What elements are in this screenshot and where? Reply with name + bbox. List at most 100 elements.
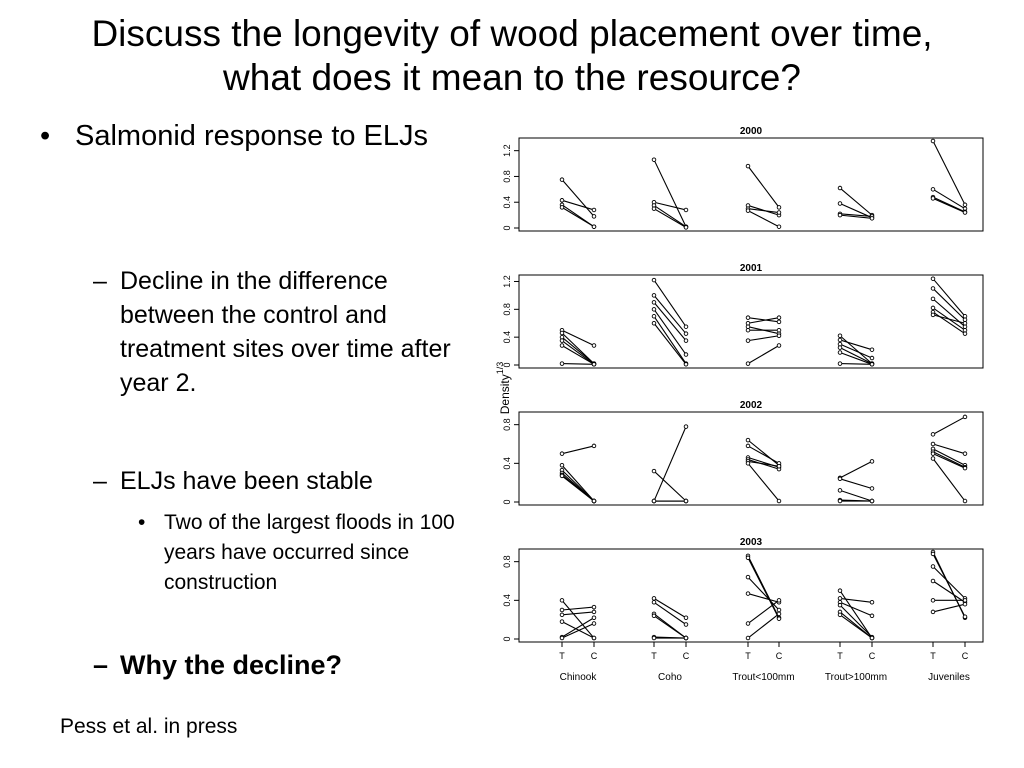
data-point (837, 345, 843, 350)
data-point (683, 352, 689, 357)
series-line (653, 315, 687, 364)
data-point (962, 414, 968, 420)
data-point (745, 208, 751, 213)
data-point (962, 331, 968, 336)
data-point (837, 185, 843, 191)
data-point (776, 205, 782, 210)
data-point (930, 598, 936, 603)
data-point (651, 613, 657, 619)
data-point (930, 187, 936, 192)
series-line (561, 606, 595, 611)
data-point (651, 600, 657, 605)
data-point (683, 331, 689, 336)
series-line (932, 416, 966, 435)
series-line (747, 317, 780, 323)
data-point (962, 451, 968, 456)
x-tick-label: T (837, 651, 843, 661)
y-tick-label: 1.2 (502, 144, 512, 157)
series-line (839, 460, 873, 479)
series-line (932, 197, 966, 214)
panel-title: 2000 (740, 126, 763, 137)
data-point (591, 443, 597, 449)
series-line (561, 599, 595, 639)
y-tick-label: 0.4 (502, 331, 512, 344)
series-line (839, 478, 873, 489)
data-point (683, 424, 689, 429)
series-line (747, 613, 780, 639)
series-line (932, 140, 966, 206)
series-line (653, 309, 687, 355)
group-label: Trout>100mm (825, 672, 887, 683)
data-point (683, 207, 689, 213)
y-tick-label: 0.8 (502, 418, 512, 431)
y-axis-title: Density1/3 (495, 362, 512, 415)
data-point (559, 612, 565, 618)
dash-marker: – (93, 267, 107, 295)
data-point (745, 555, 751, 561)
y-tick-label: 0.4 (502, 594, 512, 607)
data-point (837, 488, 843, 493)
series-line (653, 615, 687, 639)
series-line (932, 443, 966, 455)
y-tick-label: 0 (502, 499, 512, 504)
data-point (651, 320, 657, 326)
data-point (559, 205, 565, 210)
data-point (837, 596, 843, 601)
series-line (561, 329, 595, 347)
data-point (776, 616, 782, 621)
data-point (930, 564, 936, 569)
data-point (962, 465, 968, 471)
data-point (869, 635, 875, 641)
panel-title: 2001 (740, 263, 763, 274)
y-tick-label: 0.4 (502, 457, 512, 470)
series-line (839, 347, 873, 365)
series-line (747, 165, 780, 208)
series-line (747, 208, 780, 214)
data-point (651, 307, 657, 312)
series-line (653, 470, 687, 502)
series-line (561, 179, 595, 217)
data-point (745, 315, 751, 320)
panel-title: 2002 (740, 400, 763, 411)
series-line (653, 601, 687, 625)
y-tick-label: 0.4 (502, 196, 512, 209)
data-point (869, 347, 875, 352)
series-line (561, 345, 595, 365)
bullet-text: Salmonid response to ELJs (75, 120, 429, 152)
sub-bullet-text: Why the decline? (120, 650, 343, 680)
data-point (559, 338, 565, 343)
series-line (653, 279, 687, 328)
series-line (932, 603, 966, 613)
data-point (745, 574, 751, 580)
series-line (561, 206, 595, 228)
series-line (653, 201, 687, 211)
data-point (869, 362, 875, 367)
series-line (561, 621, 595, 639)
data-point (559, 607, 565, 613)
series-line (653, 302, 687, 341)
series-line (839, 335, 873, 365)
dash-marker: – (93, 467, 107, 495)
data-point (962, 614, 968, 620)
data-point (776, 343, 782, 348)
series-line (839, 604, 873, 638)
series-line (747, 345, 780, 365)
data-point (559, 463, 565, 468)
title-line-2: what does it mean to the resource? (223, 57, 801, 98)
data-point (930, 305, 936, 311)
data-point (776, 598, 782, 603)
data-point (962, 320, 968, 326)
data-point (651, 596, 657, 601)
series-line (561, 617, 595, 638)
subsub-bullet-text: Two of the largest floods in 100 years h… (164, 511, 455, 594)
x-tick-label: C (869, 651, 876, 661)
data-point (837, 476, 843, 482)
series-line (932, 448, 966, 466)
data-point (776, 611, 782, 617)
series-line (839, 187, 873, 216)
series-line (932, 566, 966, 599)
data-point (745, 621, 751, 626)
series-line (932, 451, 966, 468)
series-line (747, 576, 780, 611)
series-line (932, 453, 966, 469)
